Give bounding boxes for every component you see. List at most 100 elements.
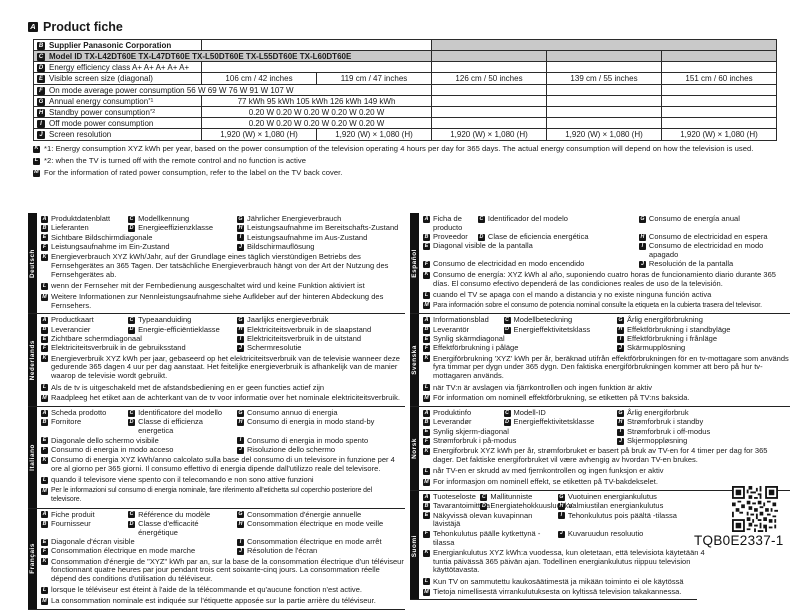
language-sidebar: Italiano — [28, 407, 37, 508]
term-j: J Risoluzione dello schermo — [237, 445, 404, 455]
on-mode-consumption: On mode average power consumption 56 W 6… — [49, 85, 294, 95]
legend-l-icon: L — [423, 578, 430, 586]
term-e-text: Diagonale d'écran visible — [51, 537, 135, 546]
term-d: D Energieffektivitetsklass — [503, 324, 617, 335]
language-section-norsk: Norsk A Produktinfo C Modell-ID G Årlig energi… — [410, 407, 790, 492]
term-e-text: Zichtbare schermdiagonaal — [51, 334, 142, 344]
language-name: Nederlands — [29, 340, 36, 381]
legend-a-icon: A — [423, 493, 430, 501]
term-a: A Ficha de producto — [423, 214, 478, 233]
legend-e-icon: E — [41, 234, 48, 242]
term-g: G Consumo de energía anual — [638, 214, 789, 233]
term-a-text: Produktdatenblatt — [51, 214, 111, 223]
shaded-cell — [431, 50, 547, 62]
legend-h-icon: H — [616, 419, 624, 427]
note-m-text: För information om nominell effektförbru… — [433, 393, 690, 403]
term-a: A Scheda prodotto — [41, 408, 128, 418]
term-h-text: Consommation électrique en mode veille — [247, 518, 384, 528]
table-row-off-mode: I Off mode power consumption 0.20 W 0.20 … — [33, 117, 778, 129]
term-i: I Consumo de electricidad en modo apagado — [638, 242, 789, 260]
footnote-m-text: For the information of rated power consu… — [44, 168, 343, 178]
empty-cell — [546, 117, 662, 129]
term-d: D Classe di efficienza energetica — [128, 418, 237, 436]
term-g: G Årlig energiforbruk — [616, 408, 789, 418]
term-j-text: Resolución de la pantalla — [648, 259, 734, 269]
language-name: Suomi — [411, 534, 418, 557]
term-f-text: Tehonkulutus päälle kytkettynä -tilassa — [433, 528, 541, 547]
term-d-text: Energieffektivitetsklass — [513, 324, 591, 334]
note-m: M Weitere Informationen zur Nennleistungs… — [41, 292, 404, 311]
legend-a-icon: A — [41, 511, 48, 519]
term-c-text: Typeaanduiding — [138, 315, 192, 325]
term-e: E Diagonale d'écran visible — [41, 537, 237, 547]
term-i-text: Consommation électrique en mode arrêt — [247, 537, 382, 546]
legend-d-icon: D — [128, 419, 136, 427]
legend-f-icon: F — [423, 345, 430, 353]
term-g: G Jaarlijks energieverbruik — [237, 316, 404, 325]
term-a-text: Productkaart — [51, 315, 94, 325]
term-h-text: Consumo de electricidad en espera — [648, 232, 768, 242]
term-e: E Synlig skärmdiagonal — [423, 334, 617, 344]
legend-j-icon: J — [37, 131, 45, 139]
legend-l-icon: L — [41, 587, 48, 595]
legend-i-icon: I — [237, 335, 244, 343]
legend-g-icon: G — [237, 215, 244, 223]
term-j-text: Skjermoppløsning — [626, 436, 688, 446]
note-m: M For informasjon om nominell effekt, se … — [423, 477, 789, 487]
legend-m-icon: M — [423, 589, 430, 597]
term-c: C Typeaanduiding — [128, 316, 237, 325]
term-i: I Tehonkulutus pois päältä -tilassa — [557, 511, 710, 530]
document-code: TQB0E2337-1 — [694, 533, 784, 548]
term-e: E Diagonal visible de la pantalla — [423, 242, 639, 260]
term-i-text: Strømforbruk i off-modus — [626, 426, 711, 436]
note-k-text: Energiankulutus XYZ kWh:a vuodessa, kun … — [433, 547, 705, 575]
standby-values: 0.20 W 0.20 W 0.20 W 0.20 W 0.20 W — [201, 106, 432, 118]
empty-cell — [660, 117, 778, 129]
note-k-text: Energieverbruik XYZ kWh per jaar, gebase… — [51, 353, 400, 381]
term-a: A Produktinfo — [423, 408, 504, 418]
legend-k-icon: K — [423, 447, 430, 456]
term-h: H Consommation électrique en mode veille — [237, 518, 404, 538]
term-b-text: Leverantör — [433, 324, 470, 334]
resolution-value: 1,920 (W) × 1,080 (H) — [546, 128, 662, 141]
legend-m-icon: M — [41, 394, 48, 403]
legend-h-icon: H — [638, 233, 646, 241]
term-b-text: Leverandør — [433, 417, 472, 427]
term-h-text: Strømforbruk i standby — [626, 417, 704, 427]
term-h: H Valmiustilan energiankulutus — [557, 502, 710, 511]
legend-k-icon: K — [41, 558, 48, 566]
legend-d-icon: D — [128, 224, 136, 233]
screen-size-label: Visible screen size (diagonal) — [49, 74, 153, 83]
note-k: K Energieverbrauch XYZ kWh/Jahr, auf der … — [41, 252, 404, 279]
annual-energy-label: Annual energy consumption — [49, 96, 149, 106]
resolution-value: 1,920 (W) × 1,080 (H) — [431, 128, 547, 141]
legend-a-icon: A — [28, 22, 38, 32]
term-f: F Consumo de electricidad en modo encendi… — [423, 260, 639, 269]
term-i: I Leistungsaufnahme im Aus-Zustand — [237, 233, 404, 243]
term-b: B Proveedor — [423, 232, 478, 242]
term-d: D Clase de eficiencia energética — [477, 232, 639, 242]
table-row-model: C Model ID TX-L42DT60E TX-L47DT60E TX-L50… — [33, 50, 778, 62]
term-i-text: Elektriciteitsverbruik in de uitstand — [247, 334, 362, 344]
efficiency-class: Energy efficiency class A+ A+ A+ A+ A+ — [49, 62, 190, 72]
term-e-text: Diagonale dello schermo visibile — [51, 435, 159, 445]
legend-a-icon: A — [423, 317, 430, 325]
term-f: F Tehonkulutus päälle kytkettynä -tilassa — [423, 528, 558, 548]
note-l: L Kun TV on sammutettu kaukosäätimestä ja… — [423, 577, 710, 587]
legend-d-icon: D — [480, 502, 488, 511]
legend-h-icon: H — [237, 326, 244, 334]
language-name: Español — [411, 248, 418, 278]
empty-cell — [546, 61, 662, 73]
term-a-text: Ficha de producto — [433, 214, 463, 232]
term-j-text: Résolution de l'écran — [247, 546, 318, 556]
legend-i-icon: I — [616, 428, 624, 436]
term-g-text: Jaarlijks energieverbruik — [247, 315, 329, 325]
term-a: A Tuoteseloste — [423, 492, 480, 502]
legend-d-icon: D — [503, 326, 511, 334]
screen-size-value: 126 cm / 50 inches — [431, 72, 547, 85]
legend-k-icon: K — [41, 253, 48, 261]
note-m: M Per le informazioni sul consumo di ener… — [41, 487, 404, 505]
term-b-text: Fornitore — [51, 417, 82, 427]
legend-f-icon: F — [423, 261, 430, 269]
term-j-text: Schermresolutie — [247, 343, 302, 353]
